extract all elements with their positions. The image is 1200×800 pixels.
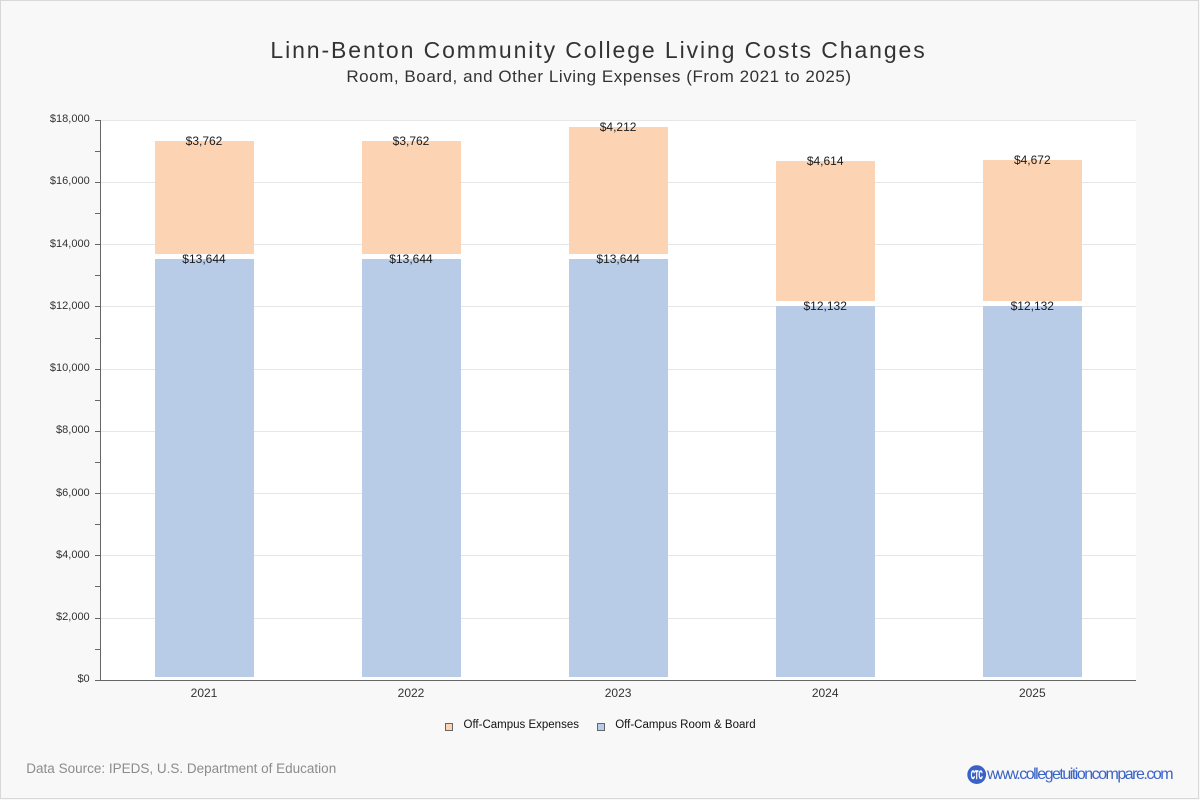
svg-text:CTC: CTC <box>970 770 982 782</box>
